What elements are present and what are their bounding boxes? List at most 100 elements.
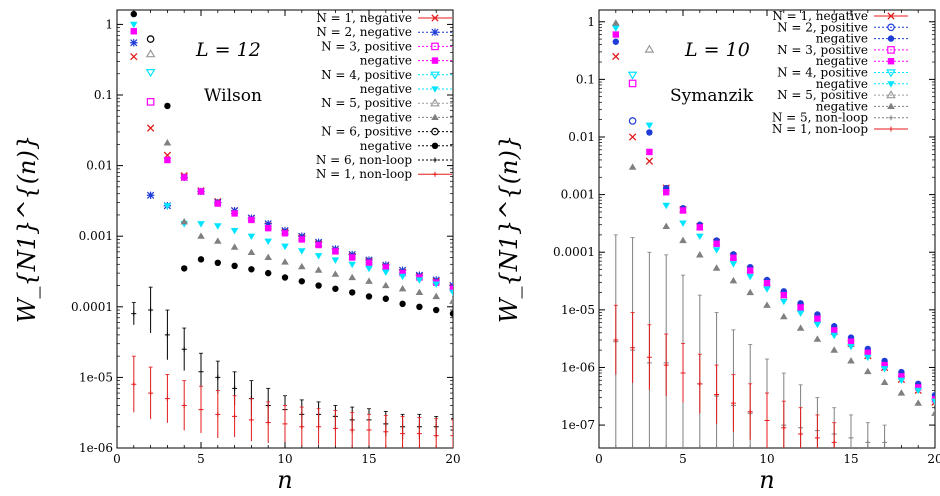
data-point (264, 253, 272, 261)
data-point (646, 129, 653, 136)
data-point (146, 35, 155, 43)
data-point (830, 332, 838, 340)
data-point (230, 228, 239, 235)
data-point (415, 288, 424, 295)
data-point (264, 238, 272, 245)
legend-marker (887, 46, 895, 54)
legend-marker (886, 69, 896, 78)
legend-label: N = 6, positive (321, 125, 412, 139)
data-point (163, 139, 172, 146)
data-point (146, 98, 155, 106)
data-point (627, 71, 638, 80)
data-point (729, 276, 738, 284)
data-point (247, 233, 256, 241)
data-point (897, 377, 906, 385)
data-point (398, 284, 407, 292)
legend-marker (887, 58, 895, 65)
data-point (130, 52, 138, 61)
data-point (662, 222, 670, 230)
legend-marker (432, 171, 438, 177)
legend-label: negative (816, 77, 868, 91)
data-point (365, 259, 373, 267)
legend-label: N = 5, non-loop (772, 111, 868, 125)
data-point (730, 254, 737, 262)
data-point (130, 28, 137, 35)
data-point (613, 337, 619, 343)
data-point (914, 399, 922, 406)
legend-label: N = 4, positive (777, 66, 868, 80)
legend-label: negative (816, 32, 868, 46)
legend-marker (887, 12, 895, 20)
data-point (399, 269, 406, 277)
data-point (264, 220, 272, 228)
data-point (197, 188, 205, 195)
legend-marker (430, 71, 440, 80)
y-tick-label: 0.0001 (71, 300, 113, 314)
data-point (181, 265, 188, 272)
data-point (131, 311, 137, 317)
legend-marker (431, 86, 439, 93)
data-point (679, 220, 687, 227)
data-point (197, 232, 205, 239)
data-point (348, 261, 356, 269)
data-point (214, 237, 222, 244)
data-point (780, 298, 788, 306)
data-point (365, 265, 373, 273)
data-point (332, 248, 339, 255)
chart-annotation: Wilson (204, 86, 262, 106)
data-point (847, 357, 855, 364)
data-point (712, 264, 721, 271)
data-point (416, 303, 423, 311)
x-axis-title: n (277, 466, 292, 494)
data-point (780, 291, 787, 299)
data-point (880, 378, 889, 386)
data-point (797, 304, 804, 311)
data-point (644, 44, 655, 53)
series-3 (628, 79, 637, 88)
y-tick-label: 0.01 (568, 130, 595, 144)
y-tick-label: 1 (105, 17, 113, 31)
data-point (332, 425, 338, 431)
data-point (145, 49, 156, 58)
data-point (847, 338, 855, 345)
data-point (130, 21, 138, 29)
data-point (796, 324, 805, 331)
series-5 (130, 21, 453, 297)
series-2 (146, 98, 155, 106)
y-tick-label: 1e-05 (561, 303, 595, 317)
data-point (281, 274, 289, 281)
series-10 (613, 304, 837, 448)
data-point (847, 344, 855, 351)
data-point (180, 217, 188, 225)
data-point (214, 223, 222, 230)
chart-annotation: Symanzik (670, 86, 754, 106)
data-point (349, 289, 356, 296)
data-point (365, 293, 373, 300)
data-point (864, 354, 872, 362)
data-point (746, 273, 754, 281)
data-point (298, 236, 305, 243)
y-tick-label: 0.001 (79, 229, 113, 243)
data-point (265, 224, 272, 232)
data-point (831, 439, 837, 445)
data-point (383, 429, 389, 435)
data-point (281, 258, 289, 265)
series-7 (644, 44, 655, 53)
data-point (146, 124, 155, 132)
data-point (897, 389, 906, 396)
data-point (798, 431, 804, 437)
data-point (763, 286, 771, 293)
data-point (931, 398, 935, 405)
series-8 (146, 35, 155, 43)
data-point (331, 257, 340, 264)
data-point (449, 297, 453, 304)
data-point (382, 295, 389, 302)
legend-marker (431, 127, 439, 136)
data-point (349, 254, 356, 261)
data-point (696, 233, 704, 240)
data-point (830, 346, 838, 353)
x-tick-label: 20 (927, 452, 940, 466)
data-point (232, 413, 238, 419)
data-point (747, 267, 754, 274)
